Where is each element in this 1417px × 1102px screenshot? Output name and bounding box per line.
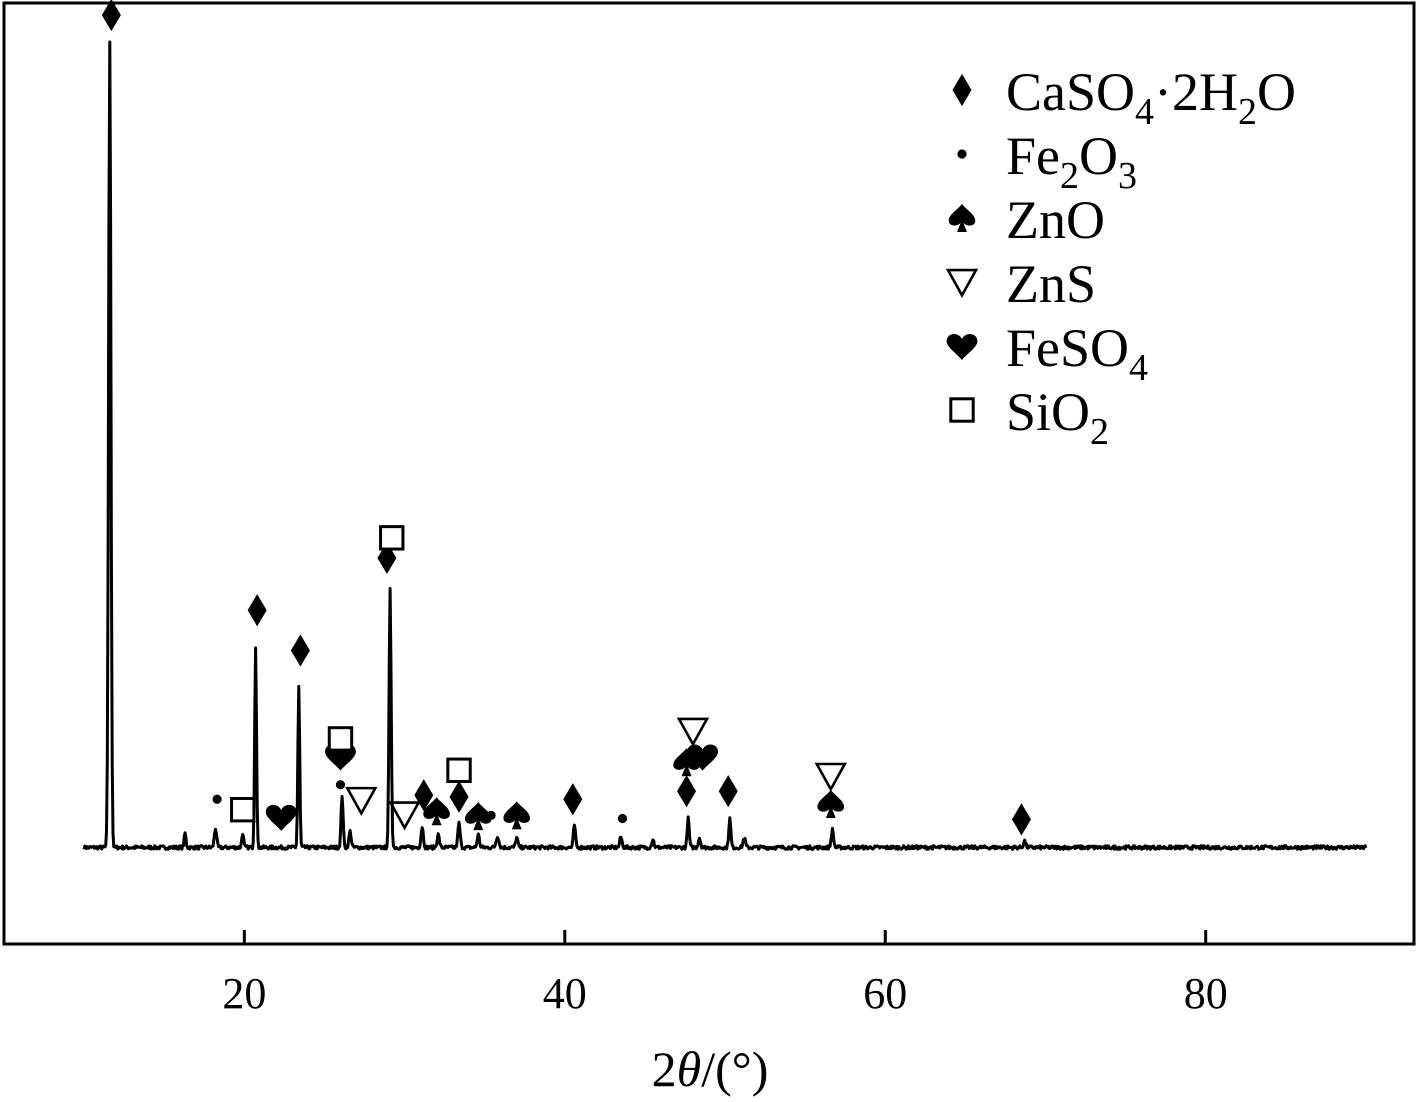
legend-label-4-part-0: FeSO: [1006, 318, 1129, 378]
legend-label-0-part-1: 4: [1135, 91, 1154, 133]
legend-label-1-part-0: Fe: [1006, 126, 1060, 186]
legend-spade-icon: [948, 204, 976, 232]
legend-square-icon: [949, 397, 975, 423]
legend-label-4-part-1: 4: [1129, 347, 1148, 389]
diamond-marker-3: [377, 541, 397, 575]
x-axis-label-pre: 2: [652, 1041, 677, 1097]
diamond-marker-1: [247, 594, 267, 627]
triangle-down-marker-21: [676, 717, 710, 747]
legend-label-5: SiO2: [1006, 382, 1109, 453]
dot-marker-11: [335, 780, 346, 790]
legend-triangle-down-icon: [945, 268, 979, 298]
square-marker-28: [379, 525, 405, 551]
diamond-marker-0: [101, 0, 121, 32]
diamond-marker-9: [1011, 803, 1031, 836]
spade-marker-15: [464, 802, 492, 831]
triangle-down-marker-19: [345, 786, 378, 817]
diamond-marker-2: [290, 634, 310, 667]
square-marker-29: [446, 757, 472, 783]
x-axis-label-post: /(°): [701, 1041, 768, 1097]
legend-label-3-part-0: ZnS: [1006, 254, 1096, 314]
diamond-marker-6: [563, 783, 583, 816]
legend-label-2-part-0: ZnO: [1006, 190, 1105, 250]
heart-marker-23: [265, 804, 297, 831]
xrd-pattern-line: [82, 40, 1368, 851]
x-axis-label: 2θ/(°): [652, 1041, 769, 1097]
legend-label-1: Fe2O3: [1006, 126, 1137, 197]
square-marker-27: [327, 726, 354, 752]
legend-label-1-part-3: 3: [1118, 155, 1137, 197]
legend-label-5-part-0: SiO: [1006, 382, 1090, 442]
x-tick-label-80: 80: [1184, 969, 1228, 1018]
legend-label-4: FeSO4: [1006, 318, 1148, 389]
square-marker-26: [230, 796, 256, 823]
spade-marker-14: [423, 797, 450, 826]
spade-marker-18: [817, 790, 845, 819]
spade-marker-16: [503, 801, 531, 830]
legend-label-5-part-1: 2: [1090, 411, 1109, 453]
legend-dot-icon: [957, 149, 967, 159]
legend-label-2: ZnO: [1006, 190, 1105, 250]
legend-diamond-icon: [952, 73, 972, 107]
legend-label-1-part-2: O: [1079, 126, 1118, 186]
legend-label-0-part-4: O: [1257, 62, 1296, 122]
legend-label-0: CaSO4·2H2O: [1006, 62, 1296, 133]
x-axis-label-theta: θ: [677, 1041, 702, 1097]
heart-marker-25: [687, 744, 718, 771]
dot-marker-13: [617, 813, 628, 824]
legend-label-0-part-3: 2: [1238, 91, 1257, 133]
triangle-down-marker-22: [814, 762, 847, 792]
diamond-marker-8: [718, 775, 738, 808]
plot-frame: [2, 1, 1416, 946]
legend-label-0-part-0: CaSO: [1006, 62, 1135, 122]
peak-annotations: [101, 0, 1031, 836]
x-axis-ticks: 20 40 60 80: [222, 930, 1228, 1018]
diamond-marker-5: [449, 780, 469, 813]
x-tick-label-60: 60: [863, 969, 907, 1018]
legend-label-1-part-1: 2: [1060, 155, 1079, 197]
triangle-down-marker-20: [388, 801, 421, 831]
x-tick-label-20: 20: [222, 969, 266, 1018]
legend-label-3: ZnS: [1006, 254, 1096, 314]
diamond-marker-7: [677, 775, 697, 808]
x-tick-label-40: 40: [543, 969, 587, 1018]
legend-label-0-part-2: ·2H: [1154, 62, 1238, 122]
dot-marker-10: [212, 794, 222, 804]
legend-heart-icon: [946, 333, 978, 360]
